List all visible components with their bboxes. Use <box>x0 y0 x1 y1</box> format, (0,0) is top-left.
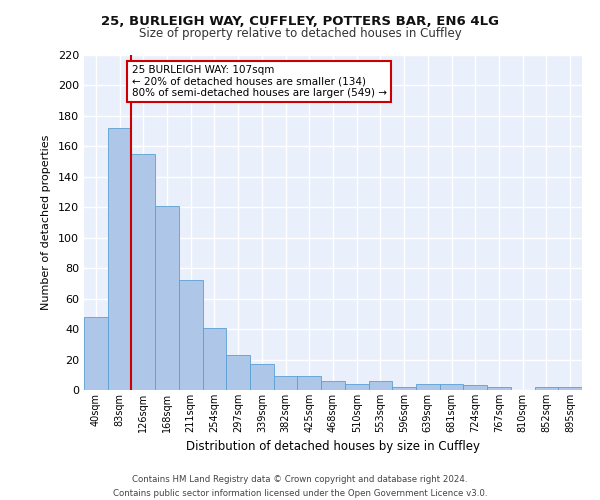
Bar <box>298 376 321 390</box>
Y-axis label: Number of detached properties: Number of detached properties <box>41 135 51 310</box>
Text: Size of property relative to detached houses in Cuffley: Size of property relative to detached ho… <box>139 28 461 40</box>
Bar <box>368 381 392 390</box>
Bar <box>84 317 108 390</box>
Bar <box>274 376 298 390</box>
Text: 25, BURLEIGH WAY, CUFFLEY, POTTERS BAR, EN6 4LG: 25, BURLEIGH WAY, CUFFLEY, POTTERS BAR, … <box>101 15 499 28</box>
Bar <box>226 355 250 390</box>
Bar <box>131 154 155 390</box>
Bar <box>203 328 226 390</box>
Text: Contains HM Land Registry data © Crown copyright and database right 2024.
Contai: Contains HM Land Registry data © Crown c… <box>113 476 487 498</box>
Bar <box>321 381 345 390</box>
Bar <box>155 206 179 390</box>
X-axis label: Distribution of detached houses by size in Cuffley: Distribution of detached houses by size … <box>186 440 480 454</box>
Bar <box>416 384 440 390</box>
Bar <box>440 384 463 390</box>
Bar <box>535 387 558 390</box>
Text: 25 BURLEIGH WAY: 107sqm
← 20% of detached houses are smaller (134)
80% of semi-d: 25 BURLEIGH WAY: 107sqm ← 20% of detache… <box>131 65 386 98</box>
Bar <box>345 384 368 390</box>
Bar <box>250 364 274 390</box>
Bar <box>392 387 416 390</box>
Bar <box>108 128 131 390</box>
Bar <box>487 387 511 390</box>
Bar <box>463 386 487 390</box>
Bar <box>179 280 203 390</box>
Bar <box>558 387 582 390</box>
